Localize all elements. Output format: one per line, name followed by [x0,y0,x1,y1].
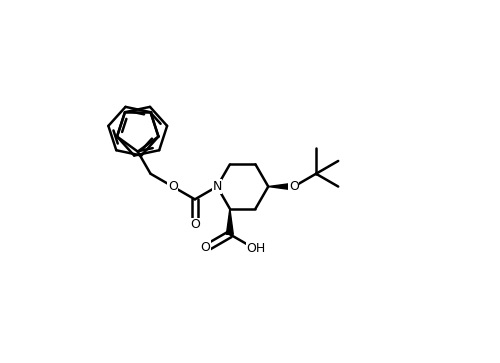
Text: O: O [289,180,299,193]
Text: O: O [168,180,177,193]
Polygon shape [226,209,234,234]
Text: N: N [212,180,222,193]
Text: OH: OH [246,242,266,254]
Text: O: O [200,241,210,254]
Polygon shape [268,183,294,190]
Text: O: O [190,219,200,232]
